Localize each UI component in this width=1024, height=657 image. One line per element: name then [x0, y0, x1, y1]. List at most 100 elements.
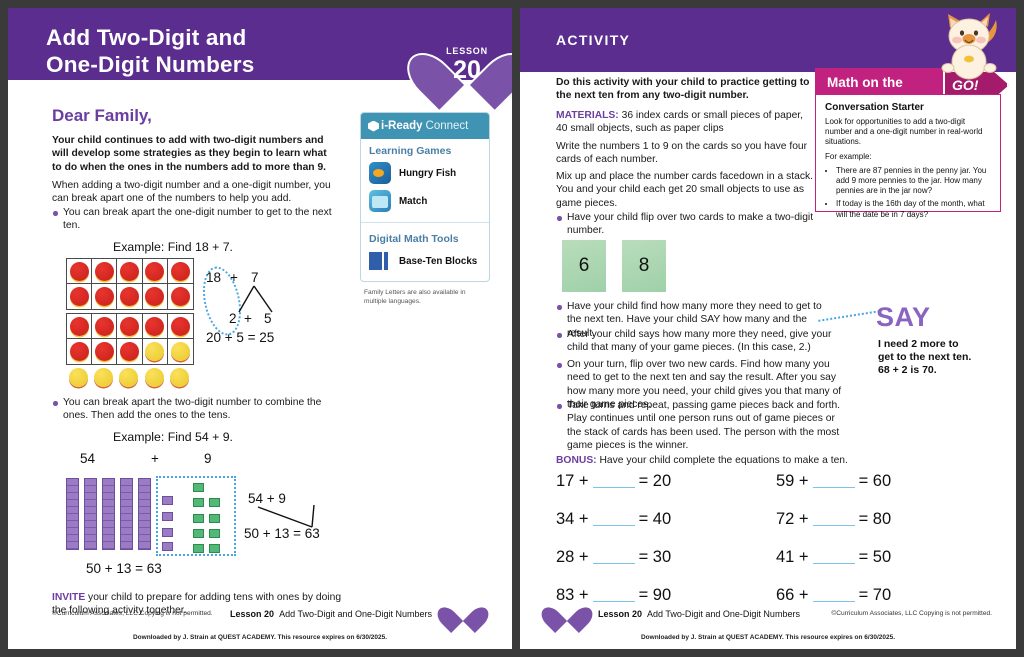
bond1-legs — [238, 285, 273, 313]
page-title-line2: One-Digit Numbers — [46, 52, 255, 77]
match-label: Match — [399, 195, 428, 207]
iready-header: i-Ready Connect — [361, 113, 489, 139]
left-footer-lesson: Lesson 20 Add Two-Digit and One-Digit Nu… — [230, 609, 432, 619]
ten-frame-2 — [66, 313, 194, 366]
equation-blank[interactable] — [592, 563, 635, 564]
game-item-match[interactable]: Match — [369, 190, 481, 212]
equation-result: = 70 — [858, 586, 892, 604]
example2-result-below: 50 + 13 = 63 — [86, 561, 162, 576]
hungry-fish-icon — [369, 162, 391, 184]
equation-left-operand: 72 + — [776, 510, 809, 528]
equation-blank[interactable] — [592, 601, 635, 602]
number-card-1[interactable]: 6 — [562, 240, 606, 292]
equation-result: = 80 — [858, 510, 892, 528]
game-item-hungry-fish[interactable]: Hungry Fish — [369, 162, 481, 184]
equation-row[interactable]: 28 + = 30 — [556, 548, 671, 567]
equation-row[interactable]: 72 + = 80 — [776, 510, 891, 529]
conversation-examples: There are 87 pennies in the penny jar. Y… — [825, 166, 991, 220]
bond1-plus1: + — [230, 270, 238, 285]
equation-left-operand: 28 + — [556, 548, 589, 566]
right-footer-lesson-title: Add Two-Digit and One-Digit Numbers — [647, 609, 800, 619]
left-page: Add Two-Digit and One-Digit Numbers LESS… — [8, 8, 512, 649]
bond2-top: 54 + 9 — [248, 491, 286, 506]
equation-left-operand: 66 + — [776, 586, 809, 604]
equation-row[interactable]: 41 + = 50 — [776, 548, 891, 567]
left-page-number-badge: 499 — [446, 596, 480, 627]
equation-result: = 30 — [638, 548, 672, 566]
left-download-notice: Downloaded by J. Strain at QUEST ACADEMY… — [132, 634, 388, 641]
lesson-badge-label: LESSON — [446, 46, 488, 56]
left-footer-lesson-bold: Lesson 20 — [230, 609, 275, 619]
invite-text: INVITE your child to prepare for adding … — [52, 591, 342, 618]
bonus-keyword: BONUS: — [556, 455, 597, 466]
say-line-2: get to the next ten. — [878, 351, 972, 363]
activity-para2: Mix up and place the number cards facedo… — [556, 171, 813, 209]
digital-math-tools-section: Digital Math Tools Base-Ten Blocks — [361, 227, 489, 280]
bond1-addend: 7 — [251, 270, 259, 285]
family-letters-note: Family Letters are also available in mul… — [364, 289, 466, 305]
bullet-break-one-digit: You can break apart the one-digit number… — [52, 206, 343, 233]
bond1-split-left: 2 — [229, 311, 237, 326]
equation-blank[interactable] — [592, 525, 635, 526]
bond2-legs — [257, 504, 315, 528]
activity-para1: Write the numbers 1 to 9 on the cards so… — [556, 141, 808, 166]
equation-row[interactable]: 59 + = 60 — [776, 472, 891, 491]
example2-label: Example: Find 54 + 9. — [113, 430, 233, 444]
lesson-badge: LESSON 20 — [428, 26, 506, 100]
say-line-3: 68 + 2 is 70. — [878, 364, 937, 376]
equation-left-operand: 17 + — [556, 472, 589, 490]
math-on-the-go-tab-text: Math on the — [827, 74, 903, 90]
activity-title: ACTIVITY — [556, 32, 631, 48]
equation-row[interactable]: 34 + = 40 — [556, 510, 671, 529]
equation-blank[interactable] — [812, 487, 855, 488]
right-footer-copyright: ©Curriculum Associates, LLC Copying is n… — [831, 610, 992, 617]
lesson-badge-number: 20 — [453, 56, 481, 84]
bond1-plus2: + — [244, 311, 252, 326]
activity-bullet-2: Have your child find how many more they … — [556, 300, 829, 340]
equation-left-operand: 59 + — [776, 472, 809, 490]
intro-bold: Your child continues to add with two-dig… — [52, 135, 327, 173]
equation-row[interactable]: 17 + = 20 — [556, 472, 671, 491]
bond1-top: 18 — [206, 270, 222, 285]
greeting: Dear Family, — [52, 106, 152, 125]
equation-left-operand: 41 + — [776, 548, 809, 566]
base-ten-blocks-icon — [369, 250, 391, 272]
equation-left-operand: 34 + — [556, 510, 589, 528]
iready-connect-box[interactable]: i-Ready Connect Learning Games Hungry Fi… — [360, 112, 490, 282]
bullet-break-two-digit: You can break apart the two-digit number… — [52, 396, 343, 423]
equation-result: = 40 — [638, 510, 672, 528]
math-on-the-go-tab: Math on the — [815, 68, 963, 96]
conversation-starter-body: Look for opportunities to add a two-digi… — [825, 117, 983, 147]
page-title-line1: Add Two-Digit and — [46, 25, 247, 50]
number-card-2[interactable]: 8 — [622, 240, 666, 292]
bonus-line: BONUS: Have your child complete the equa… — [556, 454, 976, 467]
say-callout-text: I need 2 more to get to the next ten. 68… — [878, 338, 1008, 377]
bond1-result: 20 + 5 = 25 — [206, 330, 275, 345]
equation-result: = 90 — [638, 586, 672, 604]
activity-bullet-4: On your turn, flip over two new cards. F… — [556, 358, 849, 412]
example1-label: Example: Find 18 + 7. — [113, 240, 233, 254]
equation-blank[interactable] — [812, 601, 855, 602]
materials-line: MATERIALS: 36 index cards or small piece… — [556, 109, 814, 136]
match-icon — [369, 190, 391, 212]
bonus-text: Have your child complete the equations t… — [596, 455, 848, 466]
ten-frame-1 — [66, 258, 194, 311]
right-page-number: 500 — [557, 604, 577, 616]
say-line-1: I need 2 more to — [878, 338, 959, 350]
iready-brand-primary: i-Ready — [381, 120, 423, 132]
activity-bullet-1: Have your child flip over two cards to m… — [556, 211, 825, 238]
equation-blank[interactable] — [812, 525, 855, 526]
equation-blank[interactable] — [812, 563, 855, 564]
invite-body: your child to prepare for adding tens wi… — [52, 592, 342, 617]
math-on-the-go-body: Conversation Starter Look for opportunit… — [815, 94, 1001, 219]
left-footer-lesson-title: Add Two-Digit and One-Digit Numbers — [279, 609, 432, 619]
example2-label-right: 9 — [204, 451, 212, 466]
equation-row[interactable]: 66 + = 70 — [776, 586, 891, 605]
math-on-the-go-box: Math on the GO! Conversation Starter Loo… — [815, 68, 1009, 219]
tool-item-base-ten-blocks[interactable]: Base-Ten Blocks — [369, 250, 481, 272]
say-label: SAY — [876, 302, 931, 332]
equation-blank[interactable] — [592, 487, 635, 488]
right-footer-lesson-bold: Lesson 20 — [598, 609, 643, 619]
left-footer-copyright: ©Curriculum Associates, LLC Copying is n… — [52, 610, 213, 617]
cat-mascot-icon — [941, 13, 997, 80]
